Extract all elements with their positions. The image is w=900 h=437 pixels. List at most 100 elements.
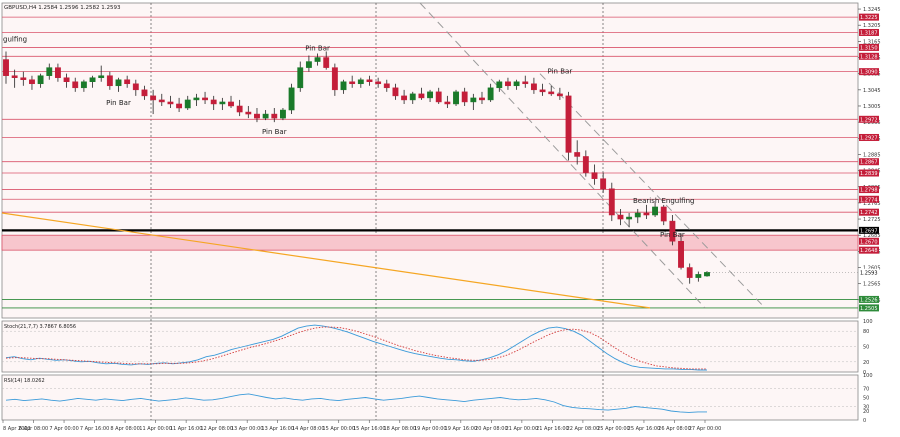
price-tag-box [859, 43, 879, 51]
time-axis-label: 6 Apr 08:00 [19, 426, 48, 432]
price-tag-label: 1.2670 [860, 239, 878, 245]
price-tag-label: 1.2593 [860, 270, 878, 276]
price-axis-label: 1.3245 [863, 7, 881, 13]
time-axis-label: 13 Apr 16:00 [261, 426, 294, 432]
price-tag-label: 1.2648 [860, 248, 878, 254]
time-axis-label: 21 Apr 00:00 [506, 426, 539, 432]
candle-body [349, 81, 356, 85]
candle-body [505, 81, 511, 87]
candle-body [435, 91, 442, 103]
pattern-label: Pin Bar [106, 99, 131, 107]
price-axis-label: 1.2605 [863, 266, 881, 272]
price-axis-label: 1.2885 [863, 152, 881, 158]
candle-body [704, 272, 710, 277]
price-tag-label: 1.2505 [860, 306, 878, 312]
candle-body [453, 91, 459, 105]
candle-body [383, 83, 390, 89]
stoch-axis-label: 0 [863, 370, 866, 376]
candle-body [591, 172, 598, 179]
candle-body [141, 89, 148, 97]
time-axis-label: 7 Apr 16:00 [80, 426, 109, 432]
price-axis-label: 1.3045 [863, 88, 881, 94]
channel-lower-line [419, 2, 706, 309]
candle-body [254, 113, 260, 119]
time-axis-label: 25 Apr 16:00 [628, 426, 661, 432]
candle-body [29, 79, 35, 85]
price-tag-label: 1.2927 [860, 135, 878, 141]
candle-body [522, 81, 529, 85]
candle-body [513, 81, 520, 87]
rsi-axis-label: 100 [863, 373, 873, 379]
stoch-axis-label: 20 [863, 360, 869, 366]
time-axis-label: 22 Apr 08:00 [567, 426, 600, 432]
price-panel [1, 2, 859, 319]
stoch-signal-line [5, 326, 707, 370]
candle-body [245, 111, 252, 115]
rsi-axis-label: 20 [863, 409, 869, 415]
candle-body [236, 105, 243, 113]
price-tag-box [859, 246, 879, 254]
candle-body [652, 206, 659, 216]
time-axis-label: 26 Apr 08:00 [658, 426, 691, 432]
candle-body [132, 83, 139, 91]
price-tag-box [859, 237, 879, 245]
candle-body [686, 267, 693, 278]
candle-body [167, 101, 174, 105]
candle-body [106, 75, 113, 87]
candle-body [444, 101, 451, 105]
price-tag-box [859, 208, 879, 216]
price-tag-box [859, 226, 879, 234]
candle-body [556, 93, 563, 97]
price-tag-label: 1.2839 [860, 171, 878, 177]
candle-body [20, 77, 27, 80]
candle-body [210, 99, 217, 105]
candle-body [470, 97, 477, 103]
price-tag-box [859, 68, 879, 76]
long-trendline [1, 212, 651, 309]
candle-body [487, 87, 494, 101]
price-axis-label: 1.2765 [863, 201, 881, 207]
candle-body [634, 212, 641, 218]
stoch-axis-label: 80 [863, 329, 869, 335]
price-tag-box [859, 52, 879, 60]
price-axis-label: 1.2725 [863, 217, 881, 223]
candle-body [193, 97, 200, 101]
candle-body [600, 178, 607, 190]
price-tag-label: 1.3150 [860, 45, 878, 51]
rsi-axis-label: 70 [863, 387, 869, 393]
time-axis-label: 8 Apr 2022 [3, 426, 31, 432]
candle-body [176, 103, 183, 109]
candle-body [548, 91, 555, 95]
candle-body [669, 220, 676, 242]
time-axis-label: 13 Apr 00:00 [231, 426, 264, 432]
candle-body [418, 93, 425, 99]
candle-body [46, 67, 53, 76]
price-tag-label: 1.3090 [860, 70, 878, 76]
time-axis-label: 8 Apr 08:00 [110, 426, 139, 432]
candle-body [72, 81, 79, 89]
time-axis-label: 21 Apr 16:00 [536, 426, 569, 432]
price-axis-label: 1.3005 [863, 104, 881, 110]
price-tag-label: 1.3225 [860, 15, 878, 21]
candle-body [314, 57, 321, 62]
price-tag-label: 1.2867 [860, 160, 878, 166]
price-tag-box [859, 115, 879, 123]
candle-body [375, 81, 382, 85]
price-tag-box [859, 304, 879, 312]
candle-body [660, 206, 667, 222]
candle-body [219, 101, 226, 105]
time-axis-label: 20 Apr 08:00 [475, 426, 508, 432]
candle-body [271, 113, 278, 119]
candle-body [366, 79, 373, 82]
price-tag-box [859, 186, 879, 194]
price-tag-label: 1.3187 [860, 30, 878, 36]
price-tag-box [859, 169, 879, 177]
candle-body [63, 77, 70, 83]
candle-body [496, 81, 503, 89]
pattern-label: Pin Bar [262, 128, 287, 136]
time-axis-label: 19 Apr 00:00 [414, 426, 447, 432]
time-axis-label: 19 Apr 16:00 [445, 426, 478, 432]
candle-body [202, 97, 208, 101]
price-axis-label: 1.2965 [863, 120, 881, 126]
time-axis-label: 12 Apr 08:00 [200, 426, 233, 432]
